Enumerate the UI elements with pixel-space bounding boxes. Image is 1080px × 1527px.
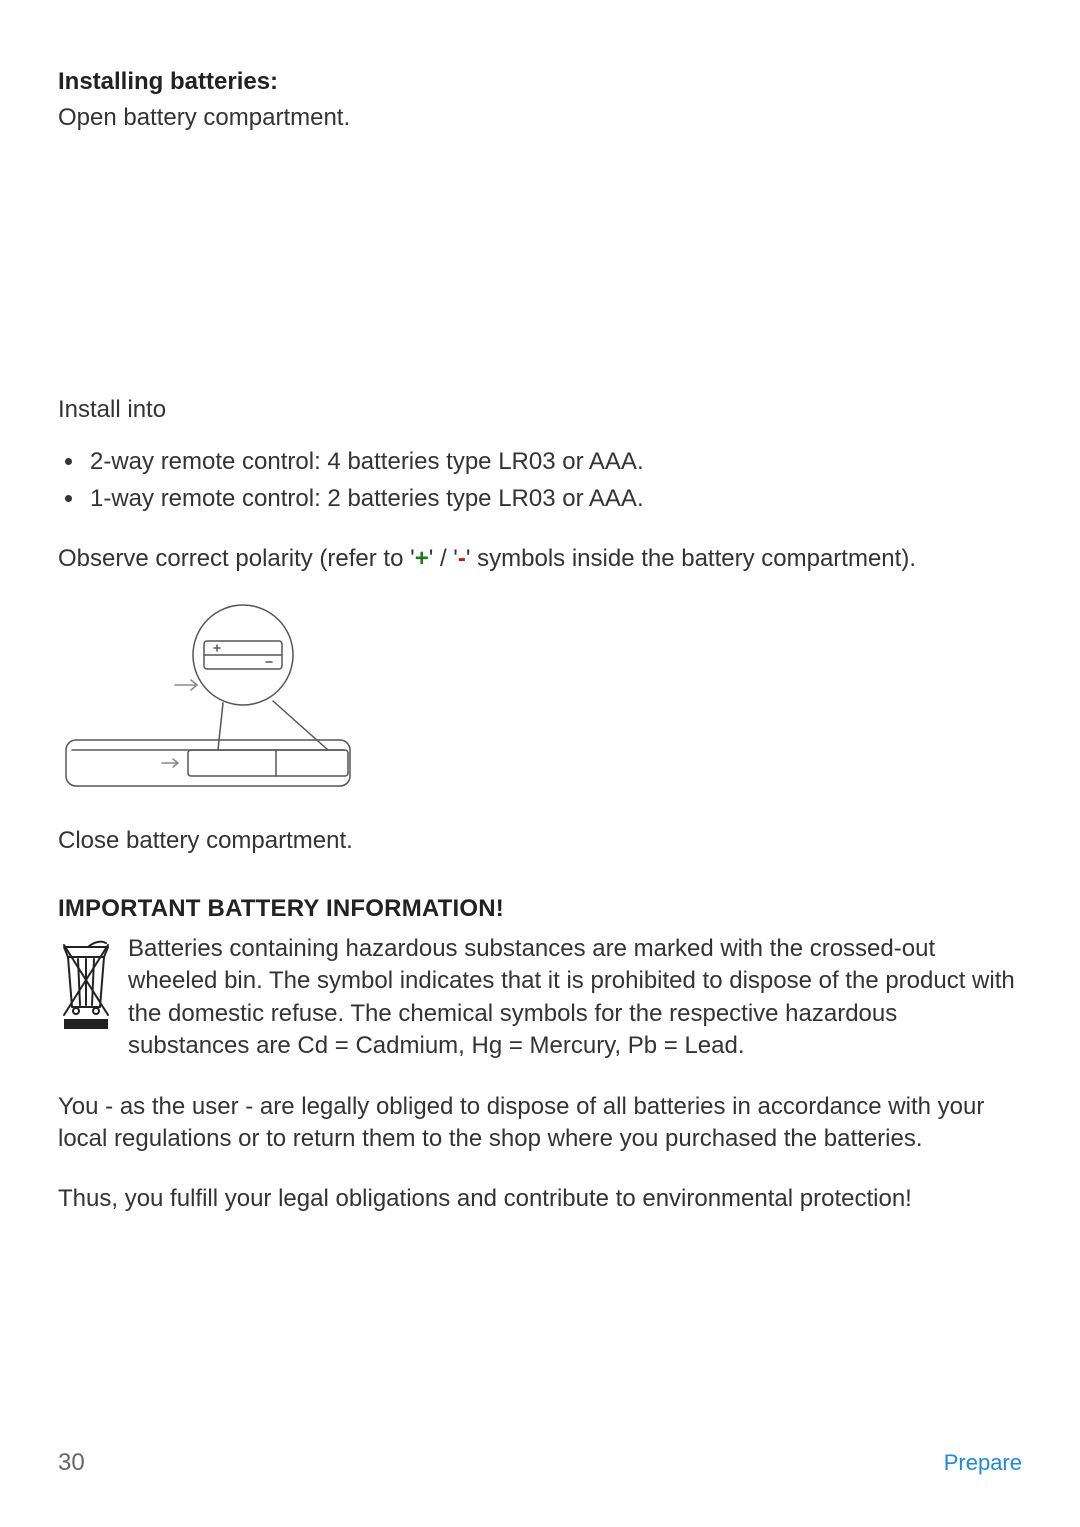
crossed-bin-svg	[58, 937, 114, 1031]
battery-requirements-list: 2-way remote control: 4 batteries type L…	[86, 443, 1022, 517]
installing-batteries-heading: Installing batteries:	[58, 68, 1022, 96]
bin-info-text: Batteries containing hazardous substance…	[128, 933, 1022, 1063]
list-item: 1-way remote control: 2 batteries type L…	[86, 480, 1022, 517]
page-number: 30	[58, 1449, 85, 1477]
polarity-instruction: Observe correct polarity (refer to '+' /…	[58, 543, 1022, 575]
close-compartment-text: Close battery compartment.	[58, 825, 1022, 857]
battery-diagram	[58, 600, 1022, 805]
list-item: 2-way remote control: 4 batteries type L…	[86, 443, 1022, 480]
polarity-mid: ' / '	[429, 545, 458, 572]
closing-text: Thus, you fulfill your legal obligations…	[58, 1183, 1022, 1215]
bin-info-row: Batteries containing hazardous substance…	[58, 933, 1022, 1063]
legal-obligation-text: You - as the user - are legally obliged …	[58, 1091, 1022, 1156]
install-into-text: Install into	[58, 394, 1022, 426]
crossed-bin-icon	[58, 937, 114, 1036]
section-label: Prepare	[944, 1450, 1022, 1476]
manual-page: Installing batteries: Open battery compa…	[0, 0, 1080, 1527]
minus-symbol: -	[458, 545, 466, 572]
polarity-prefix: Observe correct polarity (refer to '	[58, 545, 415, 572]
plus-symbol: +	[415, 545, 429, 572]
open-compartment-text: Open battery compartment.	[58, 102, 1022, 134]
spacer	[58, 134, 1022, 394]
battery-diagram-svg	[58, 600, 358, 800]
polarity-suffix: ' symbols inside the battery compartment…	[466, 545, 916, 572]
page-footer: 30 Prepare	[58, 1449, 1022, 1477]
important-battery-heading: IMPORTANT BATTERY INFORMATION!	[58, 895, 1022, 923]
